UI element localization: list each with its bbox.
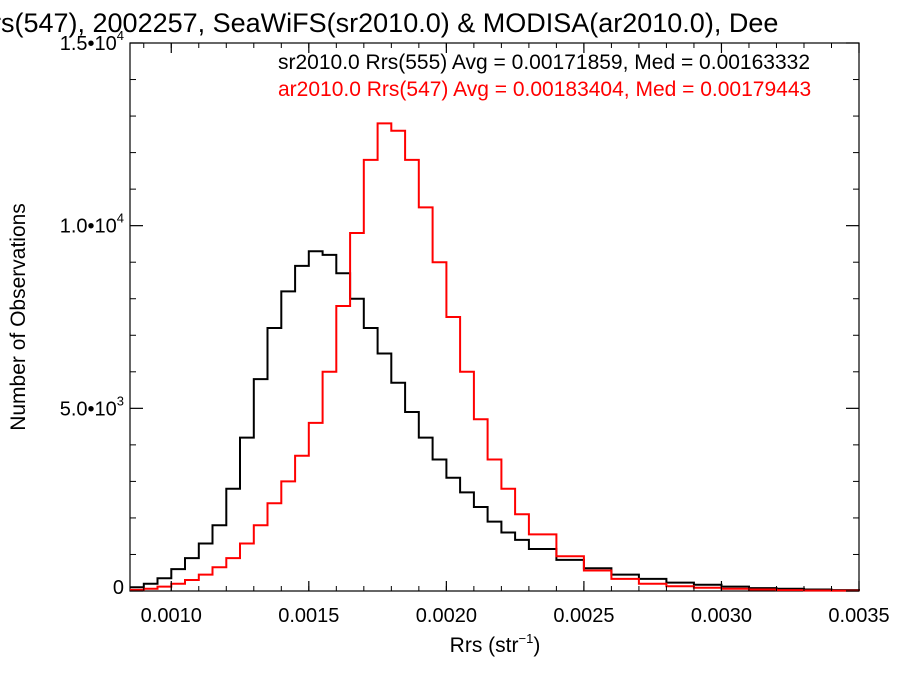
- legend: sr2010.0 Rrs(555) Avg = 0.00171859, Med …: [278, 51, 811, 101]
- x-tick-label: 0.0030: [691, 605, 752, 627]
- x-axis-label-main: Rrs (str: [450, 634, 519, 657]
- y-tick-label: 1.5•104: [60, 28, 124, 55]
- y-axis-label: Number of Observations: [7, 203, 30, 431]
- series-layer: [130, 122, 860, 592]
- x-axis-label-end: ): [533, 634, 540, 657]
- x-tick-label: 0.0020: [416, 605, 477, 627]
- plot-frame: [129, 42, 860, 592]
- legend-entry-ar2010: ar2010.0 Rrs(547) Avg = 0.00183404, Med …: [278, 78, 811, 101]
- y-tick-label: 1.0•104: [60, 211, 124, 238]
- y-tick-label: 0: [113, 577, 124, 599]
- y-axis-ticks: 0 5.0•103 1.0•104 1.5•104: [60, 28, 859, 599]
- plot-area-border: [129, 42, 860, 592]
- legend-entry-sr2010: sr2010.0 Rrs(555) Avg = 0.00171859, Med …: [278, 51, 810, 74]
- chart-title: rs(547), 2002257, SeaWiFS(sr2010.0) & MO…: [0, 8, 778, 38]
- x-axis-ticks: 0.0010 0.0015 0.0020 0.0025 0.0030 0.0035: [141, 43, 890, 627]
- x-axis-label-sup: −1: [519, 631, 534, 646]
- x-tick-label: 0.0010: [141, 605, 202, 627]
- y-tick-label: 5.0•103: [60, 393, 124, 420]
- x-tick-label: 0.0035: [828, 605, 889, 627]
- x-tick-label: 0.0025: [553, 605, 614, 627]
- series-line-0: [130, 250, 860, 592]
- x-axis-label: Rrs (str−1): [450, 631, 541, 657]
- series-line-1: [130, 122, 860, 592]
- x-tick-label: 0.0015: [278, 605, 339, 627]
